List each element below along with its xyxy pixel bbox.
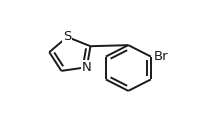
Text: S: S: [63, 30, 72, 43]
Text: Br: Br: [154, 50, 169, 63]
Text: N: N: [81, 61, 91, 74]
